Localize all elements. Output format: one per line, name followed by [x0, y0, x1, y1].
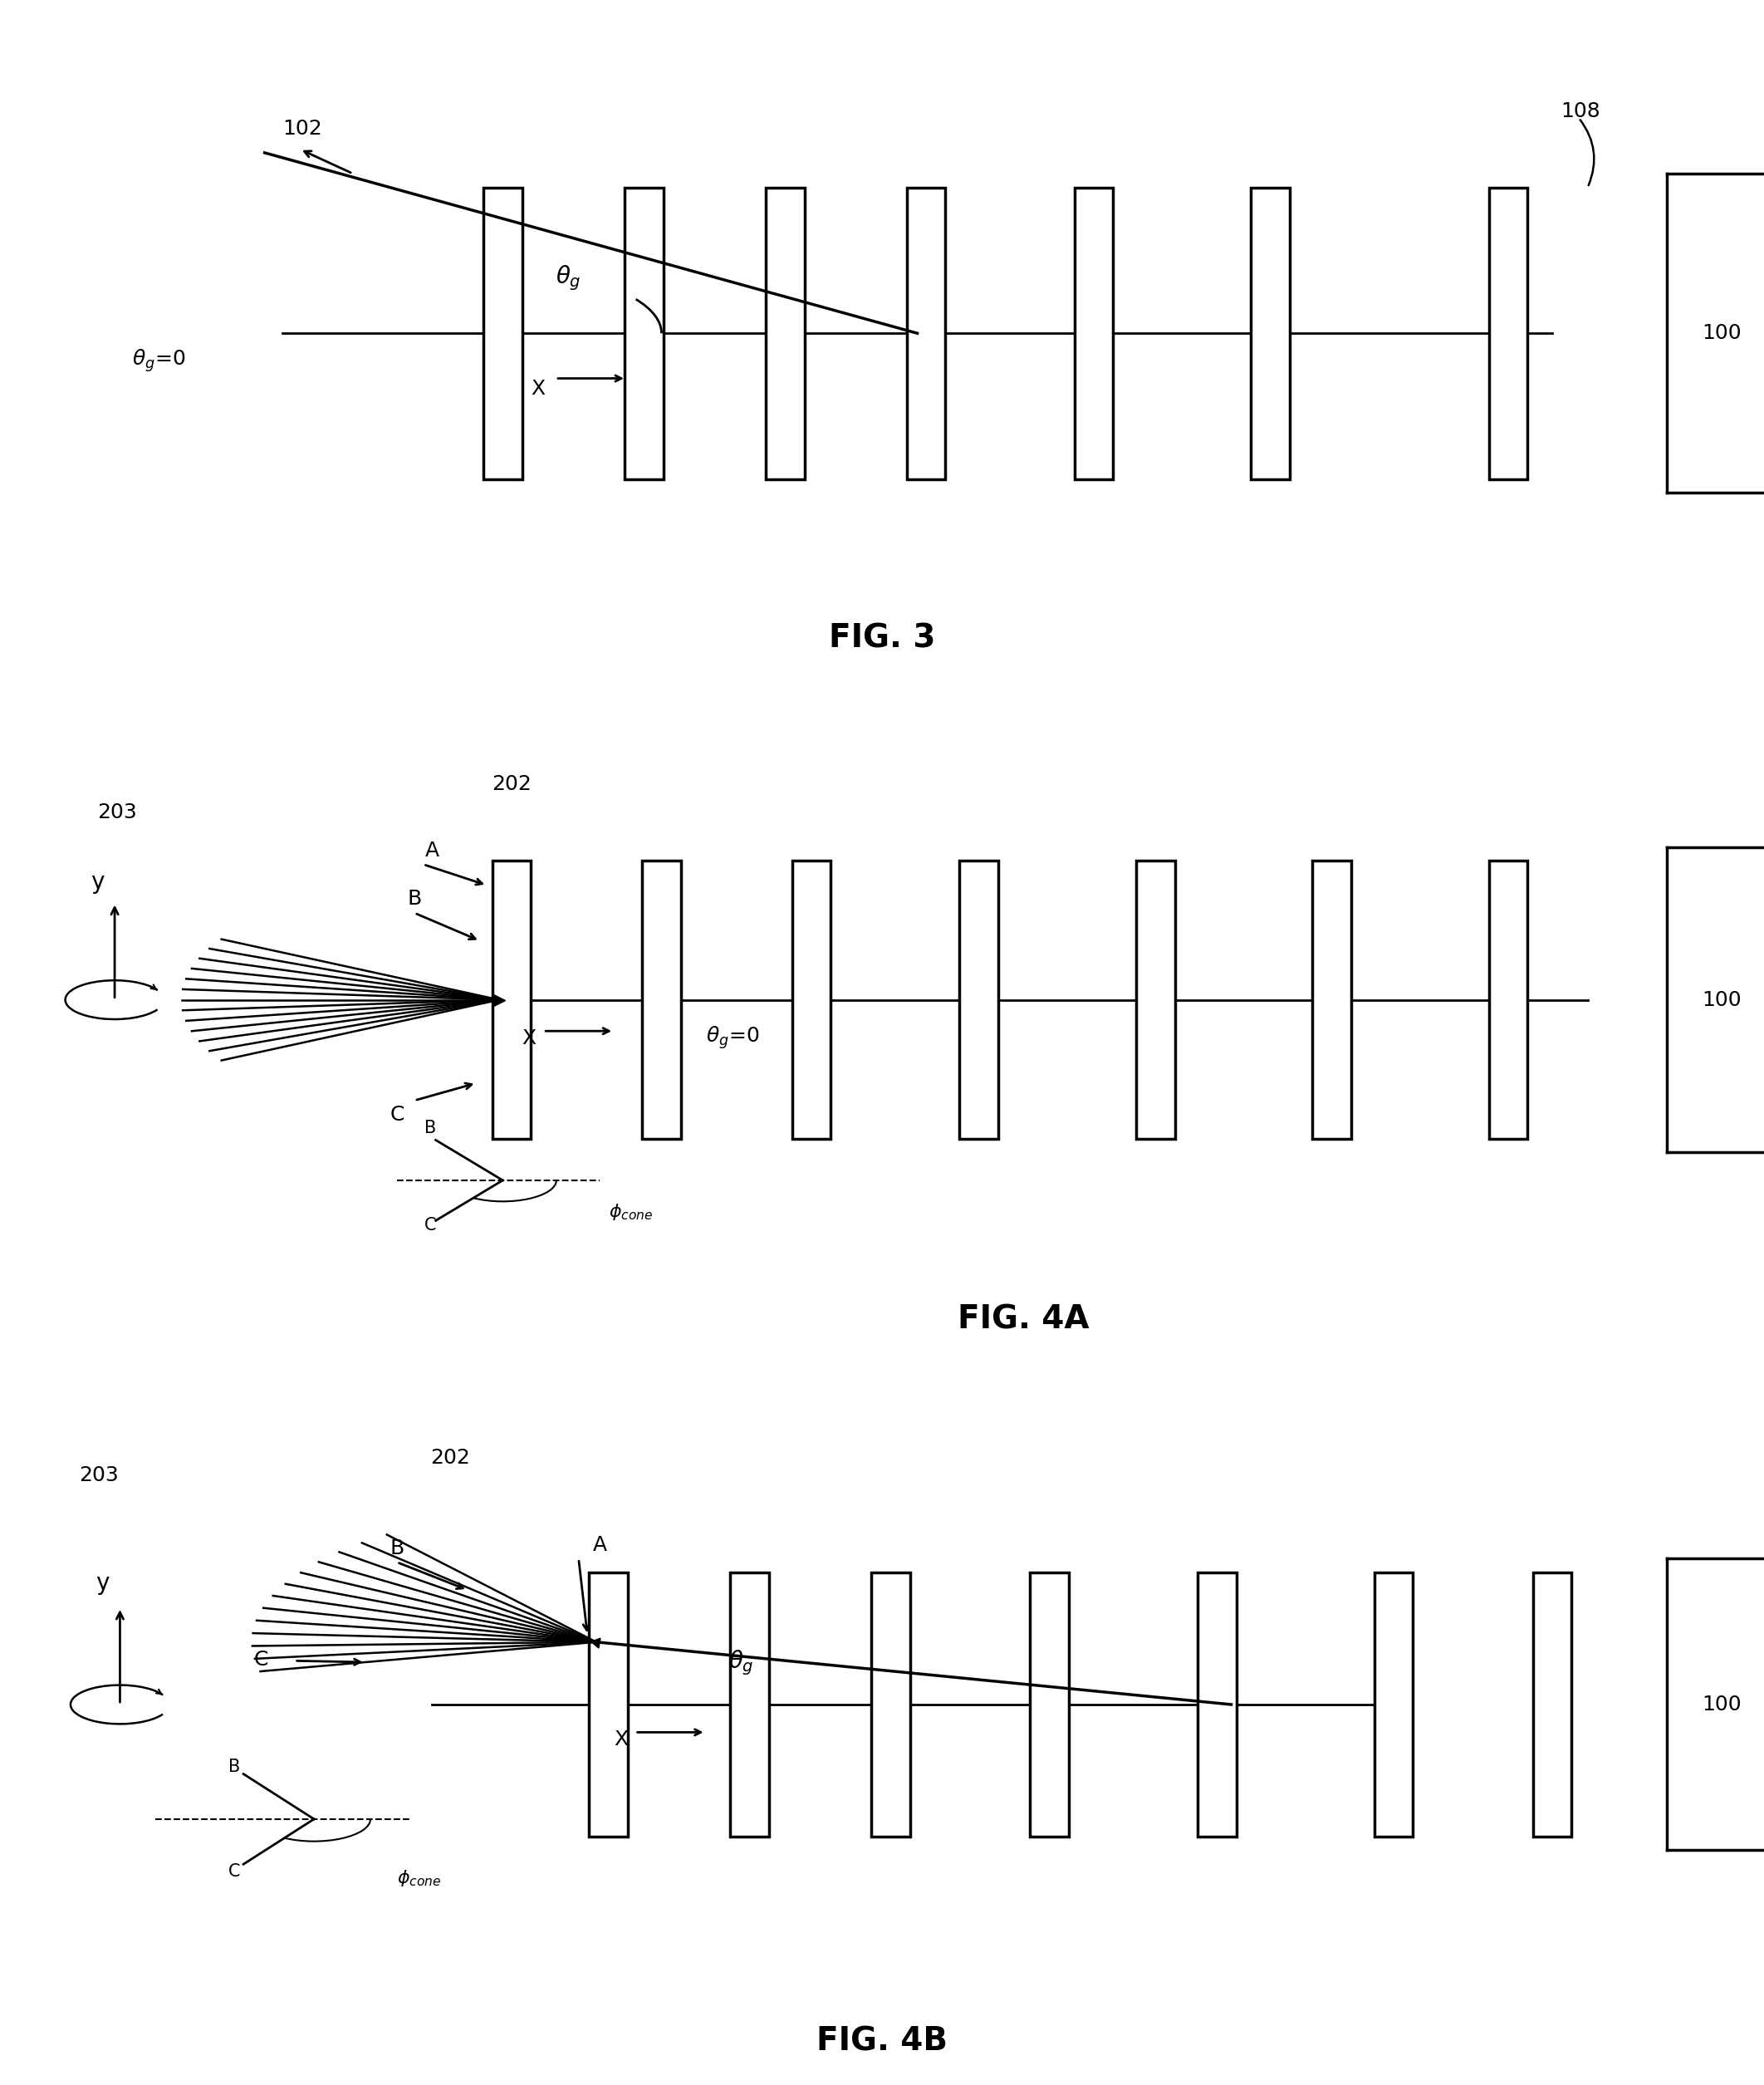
Text: 203: 203 — [97, 803, 136, 821]
Text: 202: 202 — [430, 1449, 469, 1468]
Bar — [624, 188, 663, 480]
Text: A: A — [593, 1535, 607, 1555]
Bar — [730, 1572, 769, 1837]
Text: y: y — [95, 1572, 109, 1595]
Text: 108: 108 — [1561, 100, 1600, 121]
Text: B: B — [407, 888, 422, 909]
Text: 202: 202 — [492, 776, 531, 794]
Text: $\theta_g$: $\theta_g$ — [729, 1649, 753, 1676]
Bar — [1489, 861, 1528, 1138]
Bar — [871, 1572, 910, 1837]
Text: $\theta_g$=0: $\theta_g$=0 — [706, 1026, 759, 1051]
Bar — [792, 861, 831, 1138]
Bar — [1489, 188, 1528, 480]
Text: $\phi_{cone}$: $\phi_{cone}$ — [609, 1201, 653, 1222]
Bar — [1074, 188, 1113, 480]
Bar — [1251, 188, 1289, 480]
Bar — [1312, 861, 1351, 1138]
Bar — [1533, 1572, 1572, 1837]
Text: B: B — [425, 1120, 436, 1136]
Text: $\theta_g$: $\theta_g$ — [556, 263, 580, 292]
Text: B: B — [229, 1760, 240, 1774]
Bar — [766, 188, 804, 480]
Bar — [1374, 1572, 1413, 1837]
Text: y: y — [90, 869, 104, 892]
Bar — [960, 861, 998, 1138]
Bar — [1136, 861, 1175, 1138]
Text: 100: 100 — [1702, 1695, 1741, 1714]
Text: C: C — [390, 1105, 404, 1124]
Text: C: C — [425, 1218, 436, 1234]
Bar — [642, 861, 681, 1138]
Text: $\theta_g$=0: $\theta_g$=0 — [132, 348, 185, 373]
Text: 203: 203 — [79, 1466, 118, 1485]
Text: $\phi_{cone}$: $\phi_{cone}$ — [397, 1868, 441, 1889]
Bar — [907, 188, 946, 480]
Bar — [589, 1572, 628, 1837]
Text: X: X — [614, 1728, 628, 1749]
Text: X: X — [531, 379, 545, 398]
Bar — [483, 188, 522, 480]
Text: FIG. 4B: FIG. 4B — [817, 2025, 947, 2058]
Text: X: X — [522, 1028, 536, 1049]
Text: A: A — [425, 840, 439, 861]
Text: 100: 100 — [1702, 990, 1741, 1009]
Text: B: B — [390, 1539, 404, 1557]
Text: 102: 102 — [282, 119, 321, 140]
Bar — [492, 861, 531, 1138]
Bar — [1030, 1572, 1069, 1837]
Text: C: C — [254, 1649, 268, 1670]
Text: 100: 100 — [1702, 323, 1741, 344]
Text: FIG. 4A: FIG. 4A — [958, 1303, 1088, 1334]
Bar — [1198, 1572, 1237, 1837]
Text: C: C — [229, 1862, 240, 1879]
Text: FIG. 3: FIG. 3 — [829, 623, 935, 655]
